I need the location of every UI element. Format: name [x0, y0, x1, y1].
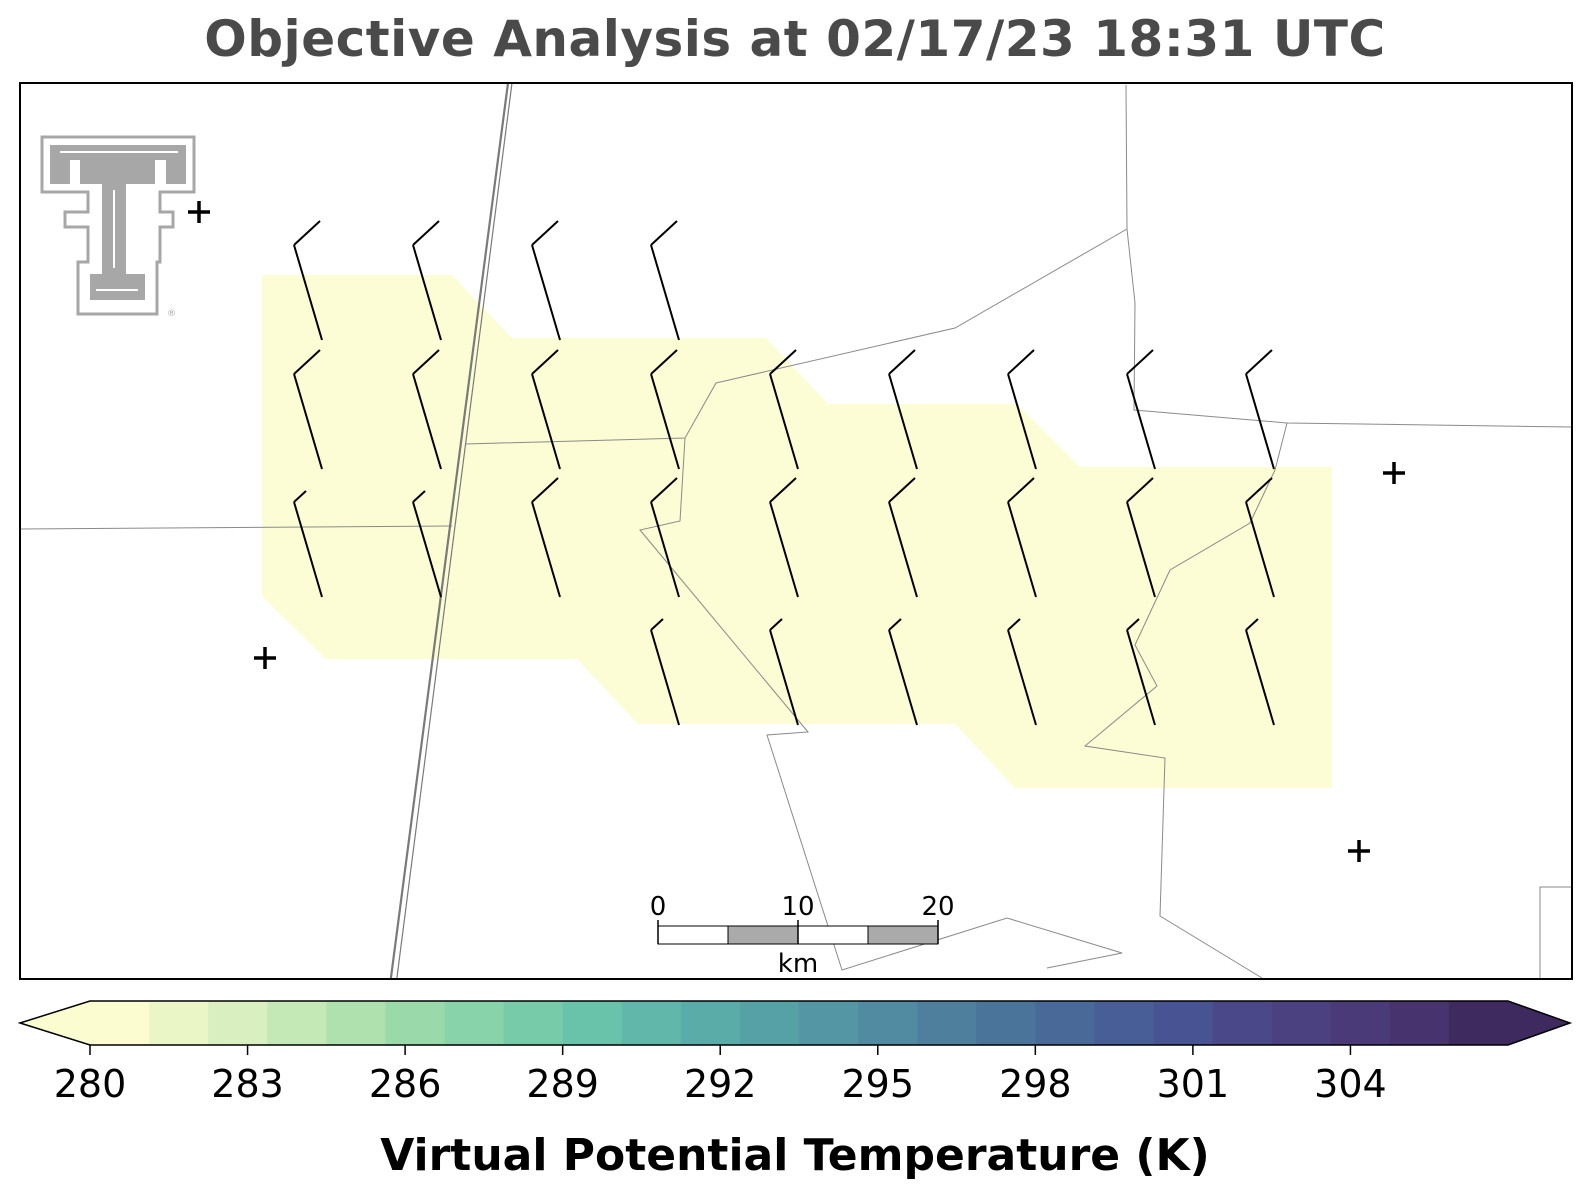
map-area: ®	[20, 83, 1572, 979]
colorbar-bin	[1330, 1001, 1391, 1045]
colorbar-tick-label: 295	[842, 1062, 915, 1106]
colorbar-tick-label: 292	[684, 1062, 757, 1106]
wind-barb-icon	[769, 349, 799, 470]
plus-marker-icon	[254, 647, 276, 669]
wind-barb-icon	[1245, 477, 1275, 598]
wind-barb-icon	[1126, 618, 1156, 726]
wind-barb-icon	[650, 477, 680, 598]
colorbar-bin	[444, 1001, 505, 1045]
wind-barb-icon	[650, 349, 680, 470]
colorbar-bin	[149, 1001, 209, 1045]
wind-barb-icon	[531, 349, 561, 470]
colorbar-ticks: 280 283 286 289 292 295 298 301 304	[54, 1045, 1387, 1106]
colorbar-bin	[1389, 1001, 1450, 1045]
wind-barb-icon	[1245, 349, 1275, 470]
colorbar-bin	[799, 1001, 859, 1045]
colorbar-bin	[1035, 1001, 1096, 1045]
wind-barb-icon	[888, 349, 918, 470]
plus-marker-icon	[1348, 840, 1370, 862]
colorbar-extend-low	[20, 1001, 90, 1045]
plus-marker-icon	[1383, 462, 1405, 484]
wind-barb-icon	[769, 618, 799, 726]
wind-barb-icon	[888, 477, 918, 598]
scalebar-unit: km	[778, 949, 818, 979]
colorbar-bin	[503, 1001, 564, 1045]
colorbar-bin	[1212, 1001, 1273, 1045]
wind-barb-icon	[1245, 618, 1275, 726]
colorbar-tick-label: 283	[211, 1062, 284, 1106]
colorbar-bin	[385, 1001, 446, 1045]
colorbar-tick-label: 286	[369, 1062, 442, 1106]
colorbar-tick-label: 289	[526, 1062, 599, 1106]
wind-barb-icon	[293, 349, 323, 470]
county-boundaries	[20, 84, 1572, 979]
scalebar-label-0: 0	[650, 892, 667, 922]
svg-text:®: ®	[167, 309, 176, 319]
colorbar-bin	[1153, 1001, 1214, 1045]
colorbar-bin	[858, 1001, 918, 1045]
colorbar-tick-label: 304	[1314, 1062, 1387, 1106]
colorbar-tick-label: 298	[999, 1062, 1072, 1106]
colorbar-bin	[621, 1001, 682, 1045]
colorbar-tick-label: 301	[1157, 1062, 1230, 1106]
colorbar-bin	[562, 1001, 623, 1045]
colorbar-tick-label: 280	[54, 1062, 127, 1106]
wind-barb-icon	[888, 618, 918, 726]
wind-barb-icon	[412, 490, 442, 598]
wind-barb-icon	[293, 220, 323, 341]
colorbar-bin	[917, 1001, 977, 1045]
scalebar-label-20: 20	[921, 892, 954, 922]
station-markers	[188, 201, 1405, 862]
colorbar-bin	[267, 1001, 327, 1045]
wind-barb-icon	[412, 220, 442, 341]
colorbar-extend-high	[1508, 1001, 1570, 1045]
double-t-logo-icon: ®	[40, 135, 196, 319]
colorbar-bin	[1094, 1001, 1155, 1045]
wind-barb-icon	[412, 349, 442, 470]
wind-barb-icon	[1007, 618, 1037, 726]
wind-barb-icon	[1007, 477, 1037, 598]
map-title: Objective Analysis at 02/17/23 18:31 UTC	[204, 10, 1386, 68]
scalebar-label-10: 10	[781, 892, 814, 922]
colorbar-label: Virtual Potential Temperature (K)	[380, 1130, 1210, 1181]
wind-barb-icon	[650, 220, 680, 341]
map-frame	[19, 82, 1573, 980]
wind-barb-icon	[650, 618, 680, 726]
scale-bar: 0 10 20 km	[650, 892, 955, 979]
colorbar	[17, 1000, 1573, 1046]
colorbar-bin	[739, 1001, 800, 1045]
wind-barb-icon	[769, 477, 799, 598]
highway-line	[389, 83, 513, 979]
wind-barb-icon	[1126, 477, 1156, 598]
wind-barb-icon	[531, 220, 561, 341]
wind-barb-icon	[1126, 349, 1156, 470]
colorbar-bin	[976, 1001, 1036, 1045]
wind-barb-icon	[293, 490, 323, 598]
wind-barb-icon	[531, 477, 561, 598]
colorbar-bin	[326, 1001, 387, 1045]
colorbar-bin	[90, 1001, 150, 1045]
plus-marker-icon	[188, 201, 210, 223]
colorbar-bin	[1271, 1001, 1332, 1045]
colorbar-bin	[680, 1001, 741, 1045]
colorbar-bin	[1448, 1001, 1509, 1045]
wind-barbs	[293, 220, 1275, 726]
wind-barb-icon	[1007, 349, 1037, 470]
analysis-shaded-region	[262, 275, 1332, 788]
colorbar-bin	[208, 1001, 268, 1045]
